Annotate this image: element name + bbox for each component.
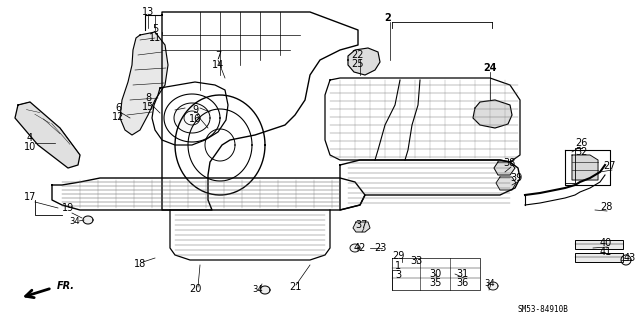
Text: 2: 2	[385, 13, 392, 23]
Text: 16: 16	[189, 114, 201, 124]
Text: 27: 27	[604, 161, 616, 171]
Text: 20: 20	[189, 284, 201, 294]
Text: 15: 15	[142, 102, 154, 112]
Text: 5: 5	[152, 24, 158, 34]
Polygon shape	[15, 102, 80, 168]
Polygon shape	[353, 222, 370, 232]
Polygon shape	[260, 286, 270, 294]
Polygon shape	[120, 32, 168, 135]
Text: 28: 28	[600, 202, 612, 212]
Text: 23: 23	[374, 243, 386, 253]
Bar	[575, 253, 623, 262]
Text: 19: 19	[62, 203, 74, 213]
Text: 39: 39	[510, 173, 522, 183]
Text: 14: 14	[212, 60, 224, 70]
Text: 37: 37	[356, 220, 368, 230]
Text: 33: 33	[410, 256, 422, 266]
Text: 1: 1	[395, 261, 401, 271]
Text: 24: 24	[483, 63, 497, 73]
Polygon shape	[572, 155, 598, 180]
Text: 25: 25	[352, 59, 364, 69]
Text: 13: 13	[142, 7, 154, 17]
Polygon shape	[174, 103, 210, 133]
Text: SM53-84910B: SM53-84910B	[518, 306, 568, 315]
Text: 10: 10	[24, 142, 36, 152]
Text: 3: 3	[395, 270, 401, 280]
Text: 9: 9	[192, 105, 198, 115]
Text: 35: 35	[429, 278, 441, 288]
Text: 22: 22	[352, 50, 364, 60]
Polygon shape	[494, 162, 515, 175]
Text: 7: 7	[215, 51, 221, 61]
Polygon shape	[350, 244, 360, 252]
Text: 26: 26	[575, 138, 587, 148]
Polygon shape	[488, 282, 498, 290]
Text: 21: 21	[289, 282, 301, 292]
Text: 34: 34	[253, 285, 263, 293]
Text: 31: 31	[456, 269, 468, 279]
Polygon shape	[621, 255, 631, 265]
Text: 34: 34	[70, 218, 80, 226]
Text: 4: 4	[27, 133, 33, 143]
Polygon shape	[348, 48, 380, 75]
Text: 38: 38	[503, 158, 515, 168]
Text: 34: 34	[484, 278, 495, 287]
Text: 41: 41	[600, 247, 612, 257]
Polygon shape	[473, 100, 512, 128]
Polygon shape	[496, 177, 516, 190]
Text: 32: 32	[575, 147, 587, 157]
Text: FR.: FR.	[57, 281, 75, 291]
Polygon shape	[83, 216, 93, 224]
Text: 17: 17	[24, 192, 36, 202]
Text: 42: 42	[354, 243, 366, 253]
Text: 18: 18	[134, 259, 146, 269]
Text: 40: 40	[600, 238, 612, 248]
Text: 12: 12	[112, 112, 124, 122]
Text: 8: 8	[145, 93, 151, 103]
Text: 29: 29	[392, 251, 404, 261]
Bar	[575, 240, 623, 249]
Text: 30: 30	[429, 269, 441, 279]
Text: 36: 36	[456, 278, 468, 288]
Text: 6: 6	[115, 103, 121, 113]
Text: 43: 43	[624, 253, 636, 263]
Text: 11: 11	[149, 33, 161, 43]
